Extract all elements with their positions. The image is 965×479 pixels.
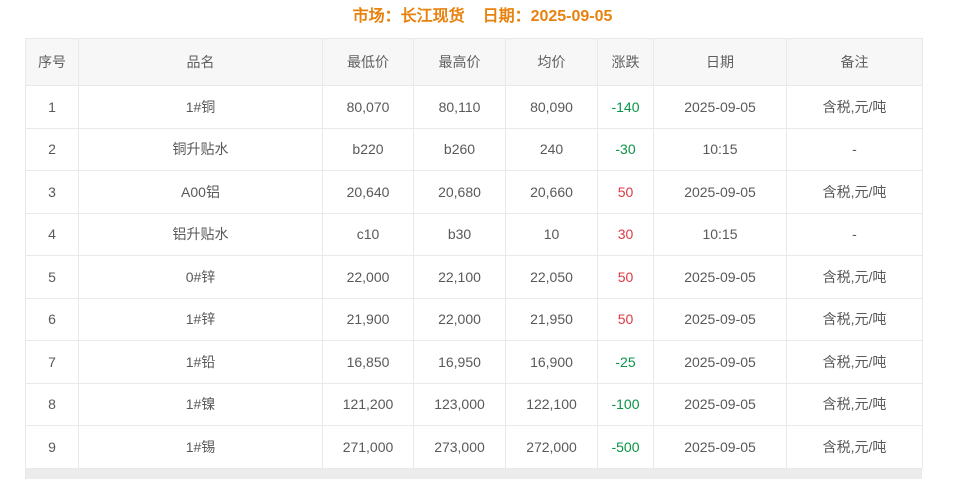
page-title: 市场：长江现货 日期：2025-09-05 [0, 0, 965, 38]
cell-low: 271,000 [322, 425, 414, 469]
cell-high: 273,000 [413, 425, 506, 469]
table-row: 6 1#锌 21,900 22,000 21,950 50 2025-09-05 含税,元/吨 [25, 297, 923, 341]
cell-name: 1#铅 [78, 340, 323, 384]
cell-name: 铜升贴水 [78, 127, 323, 171]
cell-date: 2025-09-05 [653, 255, 787, 299]
table-row: 8 1#镍 121,200 123,000 122,100 -100 2025-09-05 含… [25, 382, 923, 426]
cell-avg: 240 [505, 127, 598, 171]
table-row: 9 1#锡 271,000 273,000 272,000 -500 2025-09-05 含… [25, 425, 923, 469]
price-table-body: 1 1#铜 80,070 80,110 80,090 -140 2025-09-05 含税,元… [25, 85, 923, 469]
column-header-note: 备注 [786, 38, 923, 86]
table-row: 7 1#铅 16,850 16,950 16,900 -25 2025-09-05 含税,元/… [25, 340, 923, 384]
column-header-date: 日期 [653, 38, 787, 86]
cell-date: 2025-09-05 [653, 340, 787, 384]
cell-high: 20,680 [413, 170, 506, 214]
price-table: 序号 品名 最低价 最高价 均价 涨跌 日期 备注 1 1#铜 80,070 80,1… [25, 38, 923, 469]
column-header-name: 品名 [78, 38, 323, 86]
cell-avg: 10 [505, 212, 598, 256]
cell-name: 1#锡 [78, 425, 323, 469]
table-row: 1 1#铜 80,070 80,110 80,090 -140 2025-09-05 含税,元… [25, 85, 923, 129]
cell-low: 80,070 [322, 85, 414, 129]
cell-date: 2025-09-05 [653, 297, 787, 341]
header-row: 序号 品名 最低价 最高价 均价 涨跌 日期 备注 [25, 38, 923, 86]
cell-note: 含税,元/吨 [786, 255, 923, 299]
cell-avg: 21,950 [505, 297, 598, 341]
cell-avg: 22,050 [505, 255, 598, 299]
cell-note: 含税,元/吨 [786, 85, 923, 129]
table-row: 3 A00铝 20,640 20,680 20,660 50 2025-09-05 含税,元/… [25, 170, 923, 214]
cell-no: 7 [25, 340, 79, 384]
cell-note: 含税,元/吨 [786, 170, 923, 214]
cell-no: 6 [25, 297, 79, 341]
column-header-no: 序号 [25, 38, 79, 86]
cell-no: 3 [25, 170, 79, 214]
cell-low: b220 [322, 127, 414, 171]
column-header-high: 最高价 [413, 38, 506, 86]
cell-change: 30 [597, 212, 654, 256]
cell-change: -30 [597, 127, 654, 171]
price-table-header: 序号 品名 最低价 最高价 均价 涨跌 日期 备注 [25, 38, 923, 86]
cell-note: 含税,元/吨 [786, 340, 923, 384]
cell-name: 1#镍 [78, 382, 323, 426]
cell-no: 5 [25, 255, 79, 299]
cell-no: 8 [25, 382, 79, 426]
cell-note: - [786, 127, 923, 171]
cell-high: 80,110 [413, 85, 506, 129]
cell-date: 2025-09-05 [653, 85, 787, 129]
table-row: 4 铝升贴水 c10 b30 10 30 10:15- [25, 212, 923, 256]
market-label: 市场：长江现货 [352, 8, 465, 25]
cell-date: 2025-09-05 [653, 425, 787, 469]
cell-high: 22,100 [413, 255, 506, 299]
table-row: 5 0#锌 22,000 22,100 22,050 50 2025-09-05 含税,元/吨 [25, 255, 923, 299]
cell-high: b30 [413, 212, 506, 256]
cell-name: A00铝 [78, 170, 323, 214]
cell-high: 123,000 [413, 382, 506, 426]
cell-date: 2025-09-05 [653, 382, 787, 426]
cell-date: 10:15 [653, 127, 787, 171]
cell-change: -500 [597, 425, 654, 469]
cell-change: -100 [597, 382, 654, 426]
column-header-avg: 均价 [505, 38, 598, 86]
cell-no: 2 [25, 127, 79, 171]
cell-low: 22,000 [322, 255, 414, 299]
cell-name: 1#铜 [78, 85, 323, 129]
cell-note: 含税,元/吨 [786, 425, 923, 469]
cell-low: 16,850 [322, 340, 414, 384]
cell-change: 50 [597, 297, 654, 341]
cell-low: 20,640 [322, 170, 414, 214]
cell-note: 含税,元/吨 [786, 382, 923, 426]
cell-name: 1#锌 [78, 297, 323, 341]
cell-high: b260 [413, 127, 506, 171]
cell-low: 121,200 [322, 382, 414, 426]
cell-low: c10 [322, 212, 414, 256]
cell-note: 含税,元/吨 [786, 297, 923, 341]
cell-avg: 272,000 [505, 425, 598, 469]
cell-low: 21,900 [322, 297, 414, 341]
cell-no: 4 [25, 212, 79, 256]
cell-note: - [786, 212, 923, 256]
table-row: 2 铜升贴水 b220 b260 240 -30 10:15- [25, 127, 923, 171]
cell-no: 1 [25, 85, 79, 129]
cell-high: 22,000 [413, 297, 506, 341]
cell-avg: 122,100 [505, 382, 598, 426]
cell-date: 10:15 [653, 212, 787, 256]
cell-no: 9 [25, 425, 79, 469]
cell-change: -140 [597, 85, 654, 129]
cell-high: 16,950 [413, 340, 506, 384]
cell-name: 铝升贴水 [78, 212, 323, 256]
date-label: 日期：2025-09-05 [482, 8, 613, 25]
cell-change: -25 [597, 340, 654, 384]
cell-avg: 80,090 [505, 85, 598, 129]
cell-date: 2025-09-05 [653, 170, 787, 214]
cell-avg: 16,900 [505, 340, 598, 384]
cell-change: 50 [597, 255, 654, 299]
cell-avg: 20,660 [505, 170, 598, 214]
column-header-low: 最低价 [322, 38, 414, 86]
cell-change: 50 [597, 170, 654, 214]
cell-name: 0#锌 [78, 255, 323, 299]
column-header-change: 涨跌 [597, 38, 654, 86]
